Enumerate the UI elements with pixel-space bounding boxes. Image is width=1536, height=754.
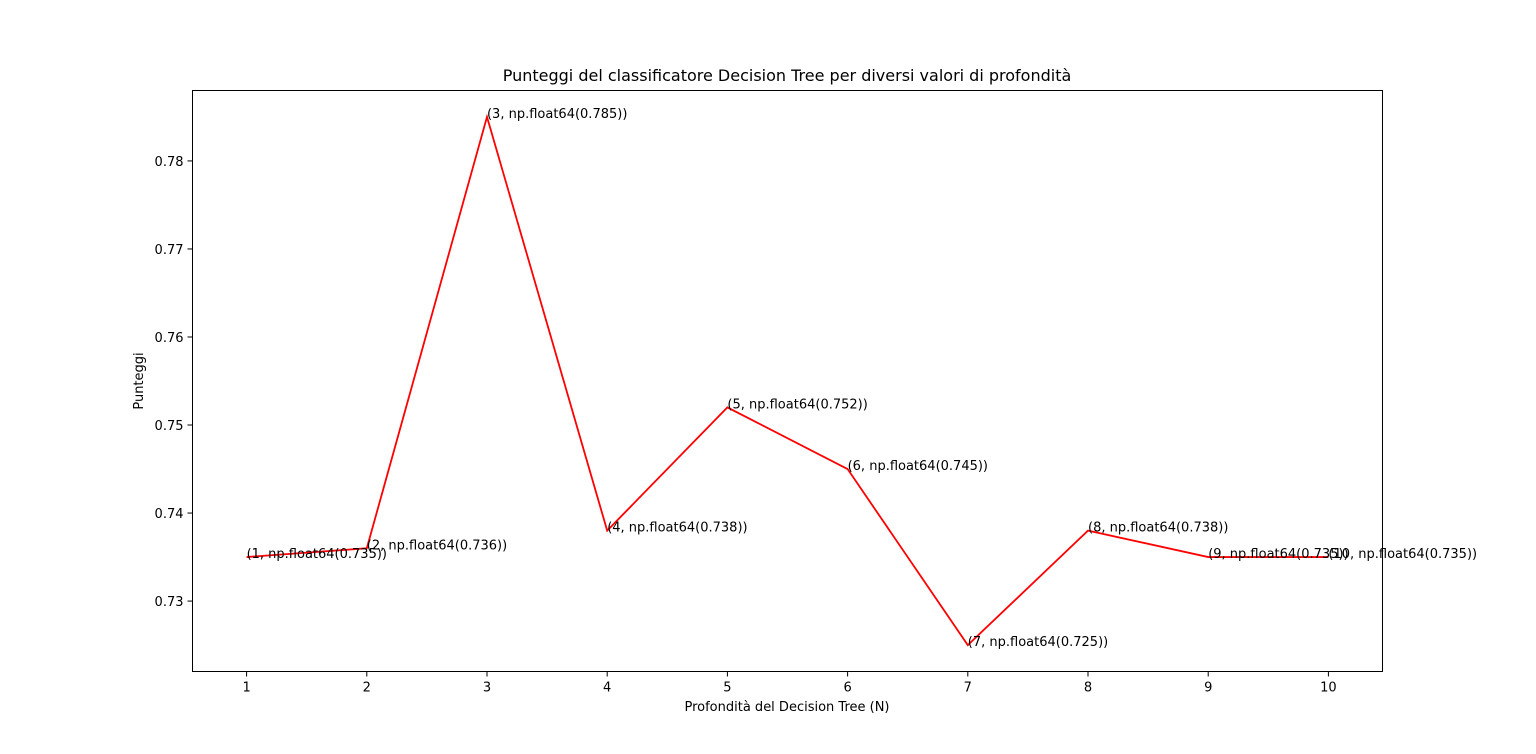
data-point-label: (4, np.float64(0.738)) <box>607 521 747 536</box>
y-tick-label: 0.77 <box>155 243 184 258</box>
data-point-label: (2, np.float64(0.736)) <box>367 538 507 553</box>
score-series-line <box>246 113 1329 647</box>
x-tick-label: 2 <box>363 681 371 696</box>
x-tick-label: 4 <box>603 681 611 696</box>
y-tick-label: 0.73 <box>155 595 184 610</box>
data-point-label: (9, np.float64(0.735)) <box>1208 547 1348 562</box>
data-point-label: (5, np.float64(0.752)) <box>727 397 867 412</box>
y-axis-label: Punteggi <box>132 352 147 409</box>
x-tick-label: 7 <box>964 681 972 696</box>
data-point-label: (10, np.float64(0.735)) <box>1328 547 1477 562</box>
data-point-label: (6, np.float64(0.745)) <box>848 459 988 474</box>
y-tick-label: 0.75 <box>155 419 184 434</box>
data-point-label: (8, np.float64(0.738)) <box>1088 521 1228 536</box>
x-tick-label: 10 <box>1320 681 1337 696</box>
y-tick-label: 0.78 <box>155 155 184 170</box>
x-axis: 1 2 3 4 5 6 7 8 9 10 <box>242 671 1337 696</box>
y-axis: 0.73 0.74 0.75 0.76 0.77 0.78 <box>155 155 193 610</box>
data-annotations: (1, np.float64(0.735))(2, np.float64(0.7… <box>247 107 1478 650</box>
chart-title: Punteggi del classificatore Decision Tre… <box>503 66 1072 85</box>
x-tick-label: 6 <box>843 681 851 696</box>
x-tick-label: 3 <box>483 681 491 696</box>
y-tick-label: 0.76 <box>155 331 184 346</box>
x-tick-label: 5 <box>723 681 731 696</box>
plot-area-frame <box>192 90 1383 672</box>
data-point-label: (7, np.float64(0.725)) <box>968 635 1108 650</box>
data-point-label: (1, np.float64(0.735)) <box>247 547 387 562</box>
data-point-label: (3, np.float64(0.785)) <box>487 107 627 122</box>
x-axis-label: Profondità del Decision Tree (N) <box>684 700 889 715</box>
x-tick-label: 1 <box>242 681 250 696</box>
x-tick-label: 9 <box>1204 681 1212 696</box>
x-tick-label: 8 <box>1084 681 1092 696</box>
y-tick-label: 0.74 <box>155 507 184 522</box>
